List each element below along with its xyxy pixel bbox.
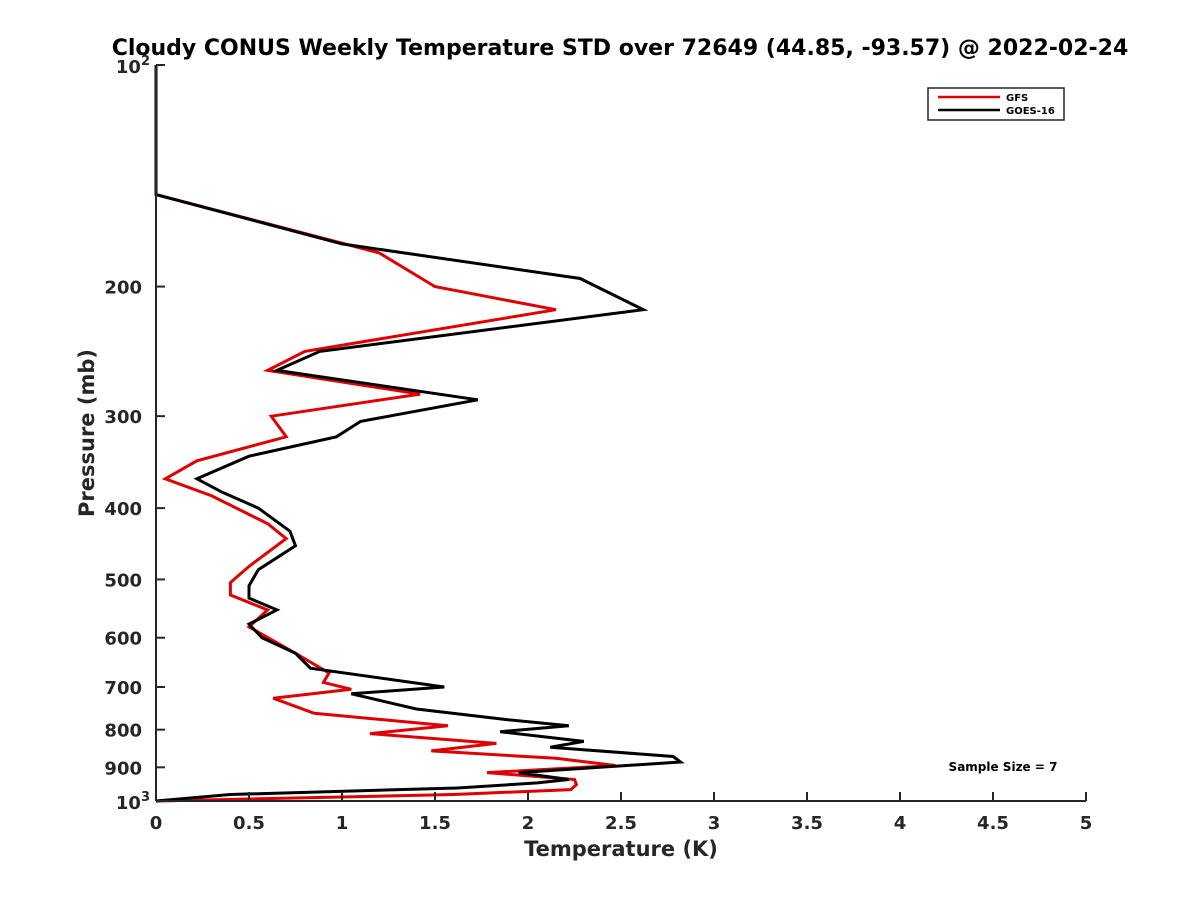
y-tick-label: 900 bbox=[104, 758, 142, 779]
y-tick-label: 700 bbox=[104, 678, 142, 699]
sample-size-annotation: Sample Size = 7 bbox=[949, 760, 1058, 774]
y-tick-label: 103 bbox=[116, 790, 150, 814]
plot-area: 0 0.5 1 1.5 2 2.5 3 3.5 4 4.5 5 102 200 300 400 500 600… bbox=[104, 54, 1092, 834]
series-line-goes16 bbox=[154, 65, 685, 803]
x-tick-label: 4.5 bbox=[977, 813, 1009, 834]
x-tick-label: 1.5 bbox=[419, 813, 451, 834]
x-tick-label: 3.5 bbox=[791, 813, 823, 834]
y-tick-label: 300 bbox=[104, 407, 142, 428]
x-tick-label: 5 bbox=[1080, 813, 1093, 834]
legend-label-goes16: GOES-16 bbox=[1006, 106, 1055, 117]
x-axis-label: Temperature (K) bbox=[524, 837, 718, 861]
y-tick-label: 200 bbox=[104, 278, 142, 299]
legend-box bbox=[927, 87, 1065, 121]
y-tick-label: 600 bbox=[104, 629, 142, 650]
y-axis-label: Pressure (mb) bbox=[75, 349, 99, 517]
y-tick-label: 800 bbox=[104, 721, 142, 742]
x-tick-label: 3 bbox=[708, 813, 721, 834]
y-tick-label: 102 bbox=[116, 54, 150, 78]
legend-label-gfs: GFS bbox=[1006, 93, 1028, 104]
x-tick-label: 1 bbox=[336, 813, 349, 834]
x-tick-label: 0 bbox=[150, 813, 163, 834]
chart-title: Cloudy CONUS Weekly Temperature STD over… bbox=[112, 36, 1129, 61]
x-tick-label: 2.5 bbox=[605, 813, 637, 834]
legend: GFS GOES-16 bbox=[927, 87, 1065, 121]
y-tick-label: 500 bbox=[104, 570, 142, 591]
y-tick-label: 400 bbox=[104, 499, 142, 520]
x-tick-label: 4 bbox=[894, 813, 907, 834]
x-tick-label: 0.5 bbox=[233, 813, 265, 834]
x-tick-label: 2 bbox=[522, 813, 535, 834]
x-ticks: 0 0.5 1 1.5 2 2.5 3 3.5 4 4.5 5 bbox=[150, 792, 1093, 834]
y-ticks: 102 200 300 400 500 600 700 800 900 103 bbox=[104, 54, 165, 814]
series-layer bbox=[154, 65, 685, 803]
